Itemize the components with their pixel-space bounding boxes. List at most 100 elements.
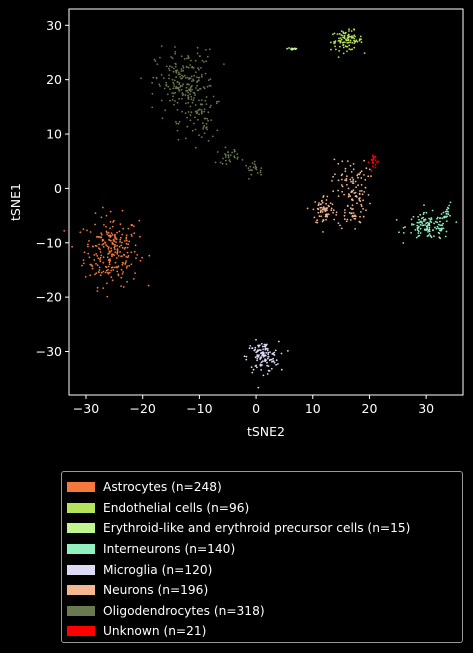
point — [95, 253, 98, 255]
point — [198, 68, 200, 71]
point — [186, 57, 188, 60]
point — [345, 220, 348, 223]
x-axis-label: tSNE2 — [247, 424, 285, 439]
point — [423, 211, 425, 214]
point — [231, 151, 234, 154]
point — [114, 237, 117, 240]
point — [247, 167, 250, 170]
point — [355, 195, 358, 197]
point — [205, 103, 208, 105]
point — [98, 243, 100, 246]
point — [125, 239, 128, 242]
point — [183, 74, 186, 77]
x-tick-label: 30 — [418, 401, 434, 416]
point — [255, 168, 258, 171]
point — [198, 99, 200, 102]
point — [348, 28, 350, 30]
point — [115, 266, 118, 268]
point — [216, 151, 219, 153]
point — [95, 262, 97, 265]
point — [342, 32, 345, 35]
point — [343, 218, 346, 221]
point — [365, 167, 368, 170]
point — [115, 257, 118, 259]
point — [94, 244, 97, 247]
point — [429, 218, 432, 221]
point — [102, 270, 105, 273]
point — [216, 129, 219, 132]
point — [424, 219, 427, 221]
point — [169, 88, 171, 90]
point — [261, 353, 264, 356]
point — [339, 224, 341, 227]
point — [254, 365, 257, 367]
point — [245, 358, 248, 361]
point — [206, 128, 209, 131]
point — [229, 154, 232, 157]
point — [418, 221, 420, 224]
point — [347, 195, 350, 198]
point — [351, 176, 354, 179]
point — [270, 367, 273, 370]
point — [353, 39, 355, 42]
point — [105, 266, 108, 269]
point — [201, 75, 203, 78]
series-6 — [140, 45, 263, 180]
point — [333, 32, 336, 35]
point — [344, 209, 346, 211]
point — [370, 169, 373, 172]
point — [372, 162, 375, 164]
point — [270, 358, 273, 361]
series-2 — [286, 47, 298, 51]
point — [205, 126, 208, 128]
point — [262, 374, 265, 377]
point — [350, 212, 352, 215]
point — [151, 81, 154, 84]
point — [161, 117, 164, 120]
point — [367, 175, 370, 178]
point — [436, 217, 438, 220]
point — [352, 168, 355, 171]
point — [267, 365, 270, 367]
point — [106, 295, 109, 298]
point — [82, 259, 85, 261]
point — [333, 158, 336, 161]
point — [179, 84, 182, 87]
point — [127, 255, 130, 257]
point — [168, 74, 171, 77]
point — [114, 243, 116, 246]
point — [108, 263, 111, 266]
point — [81, 264, 83, 267]
point — [171, 66, 173, 69]
point — [132, 225, 135, 228]
point — [273, 354, 276, 356]
point — [346, 45, 349, 48]
x-axis-ticks: −30 −20 −10 0 10 20 30 — [73, 395, 434, 416]
point — [358, 221, 361, 223]
point — [120, 255, 122, 258]
point — [225, 154, 227, 157]
point — [95, 272, 98, 274]
point — [442, 227, 445, 230]
point — [156, 63, 159, 65]
point — [418, 234, 421, 237]
point — [182, 75, 185, 78]
point — [193, 74, 196, 77]
point — [359, 35, 362, 38]
point — [257, 349, 260, 352]
point — [175, 122, 178, 125]
point — [349, 164, 352, 167]
point — [423, 204, 425, 207]
point — [204, 99, 207, 102]
point — [348, 211, 351, 214]
point — [141, 256, 144, 259]
point — [88, 240, 90, 242]
point — [224, 146, 227, 149]
point — [438, 217, 441, 220]
point — [430, 221, 433, 224]
point — [425, 225, 428, 228]
point — [120, 236, 122, 239]
point — [193, 122, 195, 125]
point — [351, 35, 353, 38]
point — [181, 97, 183, 100]
